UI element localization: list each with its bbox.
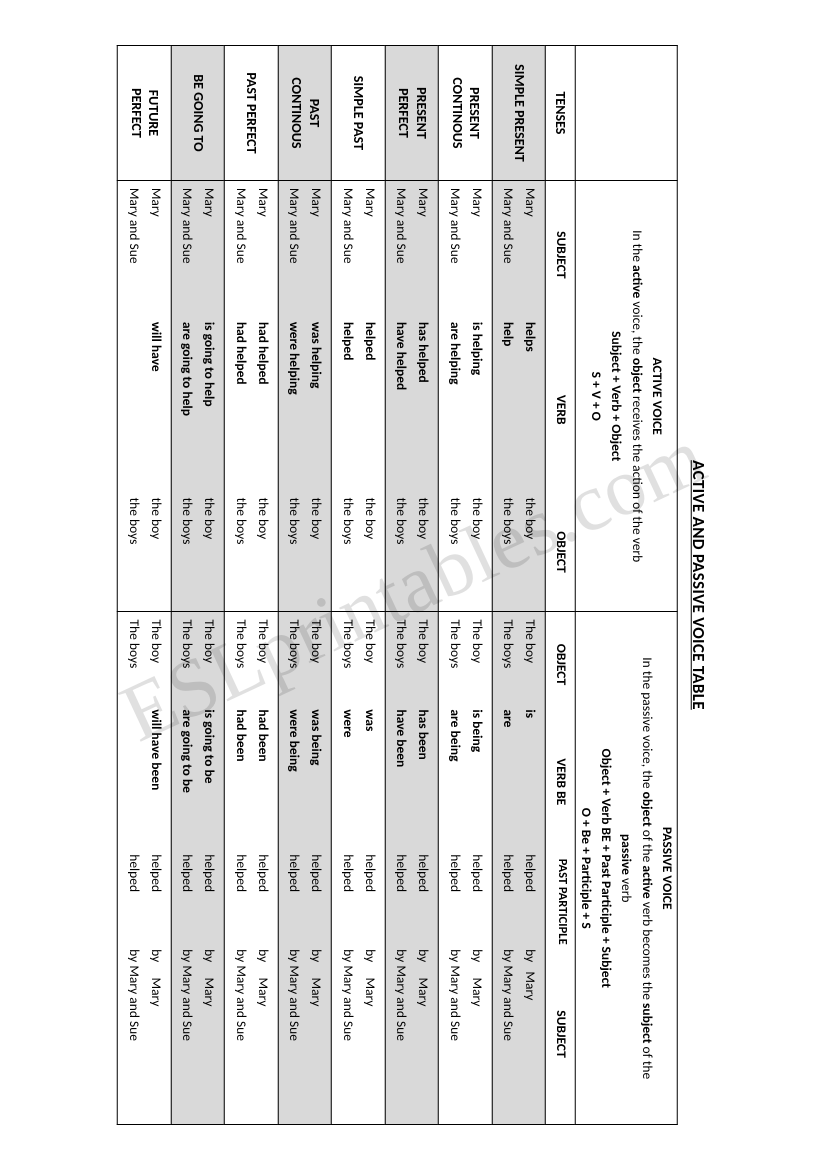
active-subheaders: SUBJECTVERBOBJECT — [546, 180, 575, 612]
passive-example: The boyishelpedby MaryThe boysarehelpedb… — [492, 611, 546, 1124]
passive-example: The boyis beinghelpedby MaryThe boysare … — [439, 611, 493, 1124]
active-example: Maryhas helpedthe boyMary and Suehave he… — [385, 180, 439, 612]
active-example: Maryis helpingthe boyMary and Sueare hel… — [439, 180, 493, 612]
tense-label: SIMPLE PAST — [332, 45, 386, 180]
tense-label: PAST PERFECT — [225, 45, 279, 180]
passive-example: The boyhas beenhelpedby MaryThe boyshave… — [385, 611, 439, 1124]
tense-label: PRESENTPERFECT — [385, 45, 439, 180]
active-example: Maryhad helpedthe boyMary and Suehad hel… — [225, 180, 279, 612]
passive-example: The boywill have beenhelpedby MaryThe bo… — [118, 611, 172, 1124]
tense-label: BE GOING TO — [171, 45, 225, 180]
active-example: Maryhelpsthe boyMary and Suehelpthe boys — [492, 180, 546, 612]
active-example: Maryis going to helpthe boyMary and Suea… — [171, 180, 225, 612]
tense-label: PASTCONTINOUS — [278, 45, 332, 180]
voice-table: ACTIVE VOICEIn the active voice, the obj… — [117, 45, 678, 1125]
col-tenses: TENSES — [546, 45, 575, 180]
tense-label: SIMPLE PRESENT — [492, 45, 546, 180]
passive-voice-header: PASSIVE VOICEIn the passive voice, the o… — [575, 611, 677, 1124]
active-example: Marywill havethe boyMary and Suethe boys — [118, 180, 172, 612]
passive-example: The boywas beinghelpedby MaryThe boyswer… — [278, 611, 332, 1124]
active-example: Marywas helpingthe boyMary and Suewere h… — [278, 180, 332, 612]
passive-example: The boyis going to behelpedby MaryThe bo… — [171, 611, 225, 1124]
active-voice-header: ACTIVE VOICEIn the active voice, the obj… — [575, 180, 677, 612]
active-example: Maryhelpedthe boyMary and Suehelpedthe b… — [332, 180, 386, 612]
passive-example: The boywashelpedby MaryThe boyswerehelpe… — [332, 611, 386, 1124]
passive-subheaders: OBJECTVERB BEPAST PARTICIPLESUBJECT — [546, 611, 575, 1124]
tense-label: PRESENTCONTINOUS — [439, 45, 493, 180]
page-title: ACTIVE AND PASSIVE VOICE TABLE — [688, 45, 709, 1125]
passive-example: The boyhad beenhelpedby MaryThe boyshad … — [225, 611, 279, 1124]
tense-label: FUTUREPERFECT — [118, 45, 172, 180]
